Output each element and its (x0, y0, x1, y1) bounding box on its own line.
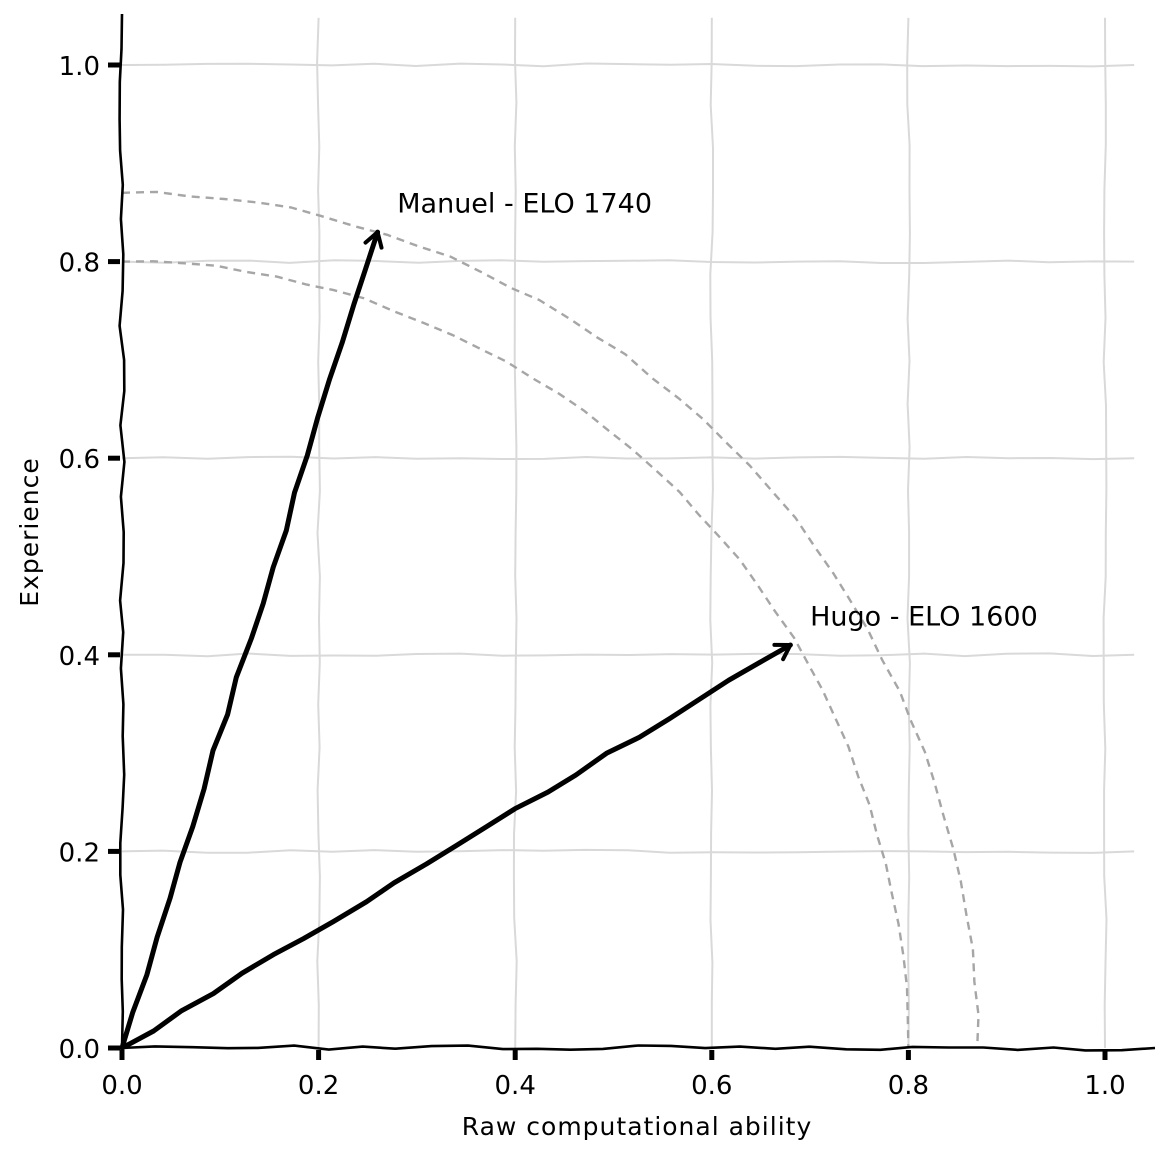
arrows (119, 229, 793, 1051)
reference-arc-0 (121, 260, 910, 1049)
annotation-manuel: Manuel - ELO 1740 (397, 189, 652, 220)
y-axis-line (118, 13, 126, 1049)
arrow-manuel (119, 229, 381, 1051)
grid-line-vertical-2 (512, 17, 518, 1049)
y-tick-label-0: 0.0 (59, 1035, 100, 1065)
grid-line-horizontal-2 (122, 652, 1135, 658)
x-tick-label-5: 1.0 (1084, 1071, 1125, 1101)
y-tick-label-1: 0.2 (59, 838, 100, 868)
y-tick-label-2: 0.4 (59, 642, 100, 672)
axes (118, 13, 1156, 1052)
grid-line-horizontal-5 (121, 62, 1135, 68)
annotation-hugo: Hugo - ELO 1600 (810, 601, 1038, 632)
x-axis-line (121, 1044, 1156, 1052)
arrow-head-manuel (363, 230, 384, 250)
reference-arc-1 (121, 190, 980, 1049)
grid-line-horizontal-4 (121, 259, 1135, 264)
arrow-hugo (119, 642, 793, 1051)
arrow-head-hugo (772, 642, 793, 662)
grid-line-vertical-3 (709, 17, 714, 1048)
annotations: Manuel - ELO 1740 Hugo - ELO 1600 (397, 189, 1038, 633)
x-axis-label: Raw computational ability (462, 1112, 813, 1141)
y-tick-label-4: 0.8 (59, 249, 100, 279)
grid (121, 17, 1135, 1049)
y-tick-label-3: 0.6 (59, 445, 100, 475)
grid-line-vertical-1 (316, 17, 321, 1049)
ticks: 0.0 0.2 0.4 0.6 0.8 1.0 0.0 0.2 0.4 0.6 0.8 1.0 (59, 52, 1126, 1101)
x-tick-label-3: 0.6 (691, 1071, 732, 1101)
y-axis-label: Experience (15, 457, 44, 606)
x-tick-label-2: 0.4 (495, 1071, 536, 1101)
grid-line-vertical-4 (906, 17, 911, 1049)
grid-line-horizontal-3 (121, 455, 1135, 461)
grid-line-horizontal-1 (121, 848, 1135, 854)
y-tick-label-5: 1.0 (59, 52, 100, 82)
x-tick-label-4: 0.8 (888, 1071, 929, 1101)
x-tick-label-1: 0.2 (298, 1071, 339, 1101)
grid-line-vertical-5 (1102, 17, 1108, 1049)
reference-arcs (121, 190, 980, 1049)
x-tick-label-0: 0.0 (101, 1071, 142, 1101)
